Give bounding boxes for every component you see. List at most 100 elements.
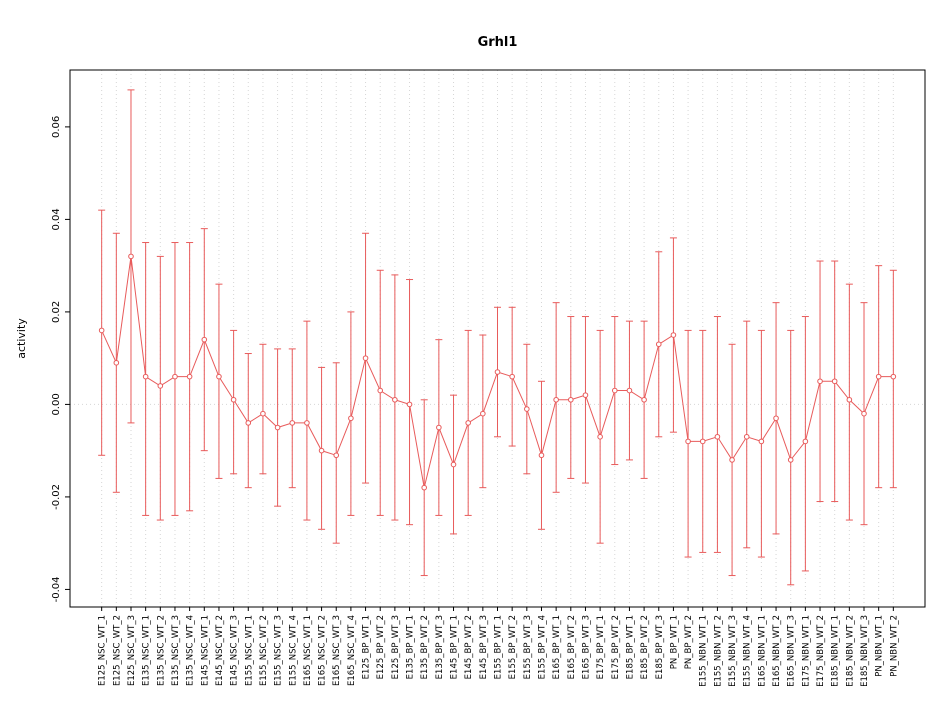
x-tick-label: E185_BP_WT_2: [640, 615, 650, 679]
x-tick-label: E155_BP_WT_3: [523, 615, 533, 679]
x-tick-label: E175_NBN_WT_2: [816, 615, 826, 687]
x-axis: E125_NSC_WT_1 E125_NSC_WT_2 E125_NSC_WT_3 E…: [98, 607, 899, 687]
data-point: [846, 396, 853, 403]
x-tick-label: PN_BP_WT_2: [684, 615, 694, 669]
x-tick-label: E135_BP_WT_1: [406, 615, 416, 679]
x-tick-label: E175_BP_WT_1: [596, 615, 606, 679]
data-point: [890, 373, 897, 380]
x-tick-label: E145_NSC_WT_2: [215, 615, 225, 686]
x-tick-label: E175_NBN_WT_1: [801, 615, 811, 687]
data-point: [611, 387, 618, 394]
x-tick-label: E155_BP_WT_2: [508, 615, 518, 679]
data-point: [714, 433, 721, 440]
data-point: [377, 387, 384, 394]
data-point: [186, 373, 193, 380]
x-tick-label: E155_BP_WT_4: [537, 615, 547, 679]
data-point: [817, 378, 823, 385]
data-point: [392, 396, 398, 403]
data-point: [494, 369, 501, 375]
x-tick-label: E155_NSC_WT_3: [274, 615, 284, 686]
data-point: [641, 396, 647, 403]
data-point: [201, 336, 208, 343]
x-tick-label: PN_NBN_WT_1: [875, 615, 885, 677]
x-tick-label: E185_BP_WT_1: [625, 615, 635, 679]
points-layer: [98, 253, 897, 491]
data-point: [245, 420, 252, 426]
x-tick-label: PN_NBN_WT_2: [889, 615, 899, 677]
x-tick-label: E135_BP_WT_3: [435, 615, 445, 679]
data-point: [333, 452, 340, 459]
x-tick-label: E185_NBN_WT_3: [860, 615, 870, 687]
x-tick-label: E165_NBN_WT_3: [787, 615, 797, 687]
x-tick-label: E165_NSC_WT_4: [347, 615, 357, 686]
data-point: [480, 410, 486, 417]
x-tick-label: E165_NBN_WT_2: [772, 615, 782, 687]
data-point: [743, 433, 750, 440]
data-point: [787, 457, 794, 463]
x-tick-label: PN_BP_WT_1: [669, 615, 679, 669]
data-point: [172, 373, 178, 380]
y-axis: -0.04 -0.02 0.00 0.02 0.04 0.06: [51, 116, 70, 602]
data-point: [626, 387, 633, 394]
x-tick-label: E155_NBN_WT_2: [713, 615, 723, 687]
y-tick-label: 0.02: [51, 301, 62, 323]
x-tick-label: E125_BP_WT_3: [391, 615, 401, 679]
data-point: [670, 332, 677, 338]
y-tick-label: 0.06: [51, 116, 62, 138]
data-point: [465, 420, 471, 426]
data-point: [875, 373, 882, 380]
data-point: [802, 438, 809, 445]
x-tick-label: E135_NSC_WT_2: [156, 615, 166, 686]
x-tick-label: E135_BP_WT_2: [420, 615, 430, 679]
data-point: [699, 438, 706, 445]
x-tick-label: E135_NSC_WT_4: [186, 615, 196, 686]
data-point: [318, 447, 325, 454]
x-tick-label: E165_BP_WT_1: [552, 615, 562, 679]
data-point: [157, 383, 164, 389]
data-point: [597, 433, 603, 440]
x-tick-label: E125_NSC_WT_3: [127, 615, 137, 686]
x-tick-label: E125_BP_WT_2: [376, 615, 386, 679]
x-tick-label: E165_NBN_WT_1: [757, 615, 767, 687]
data-point: [113, 359, 120, 366]
data-point: [685, 438, 691, 445]
x-tick-label: E155_NSC_WT_1: [244, 615, 254, 686]
data-point: [260, 410, 266, 417]
x-tick-label: E155_NSC_WT_2: [259, 615, 269, 686]
data-point: [582, 392, 589, 398]
x-tick-label: E155_NBN_WT_1: [699, 615, 709, 687]
x-tick-label: E145_NSC_WT_1: [200, 615, 210, 686]
data-point: [362, 355, 369, 361]
data-point: [655, 341, 662, 348]
data-point: [289, 420, 296, 426]
x-tick-label: E125_BP_WT_1: [362, 615, 372, 679]
y-tick-label: -0.02: [51, 484, 62, 510]
data-point: [421, 484, 427, 491]
x-tick-label: E185_BP_WT_3: [655, 615, 665, 679]
x-tick-label: E135_NSC_WT_1: [142, 615, 152, 686]
x-tick-label: E155_BP_WT_1: [494, 615, 504, 679]
data-point: [524, 406, 530, 412]
x-tick-label: E155_NSC_WT_4: [288, 615, 298, 686]
data-point: [729, 457, 735, 463]
data-point: [98, 327, 105, 334]
data-point: [861, 410, 867, 417]
data-point: [128, 253, 134, 260]
x-tick-label: E145_BP_WT_2: [464, 615, 474, 679]
data-point: [406, 401, 413, 408]
x-tick-label: E135_NSC_WT_3: [171, 615, 181, 686]
data-point: [348, 415, 354, 422]
x-tick-label: E125_NSC_WT_2: [112, 615, 122, 686]
x-tick-label: E125_NSC_WT_1: [98, 615, 108, 686]
x-tick-label: E175_BP_WT_2: [611, 615, 621, 679]
x-tick-label: E145_BP_WT_1: [450, 615, 460, 679]
data-point: [553, 396, 559, 403]
x-tick-label: E165_NSC_WT_3: [332, 615, 342, 686]
data-point: [304, 420, 310, 426]
x-tick-label: E145_NSC_WT_3: [230, 615, 240, 686]
x-tick-label: E145_BP_WT_3: [479, 615, 489, 679]
data-point: [568, 396, 574, 403]
data-point: [436, 424, 442, 431]
y-tick-label: 0.04: [51, 208, 62, 230]
